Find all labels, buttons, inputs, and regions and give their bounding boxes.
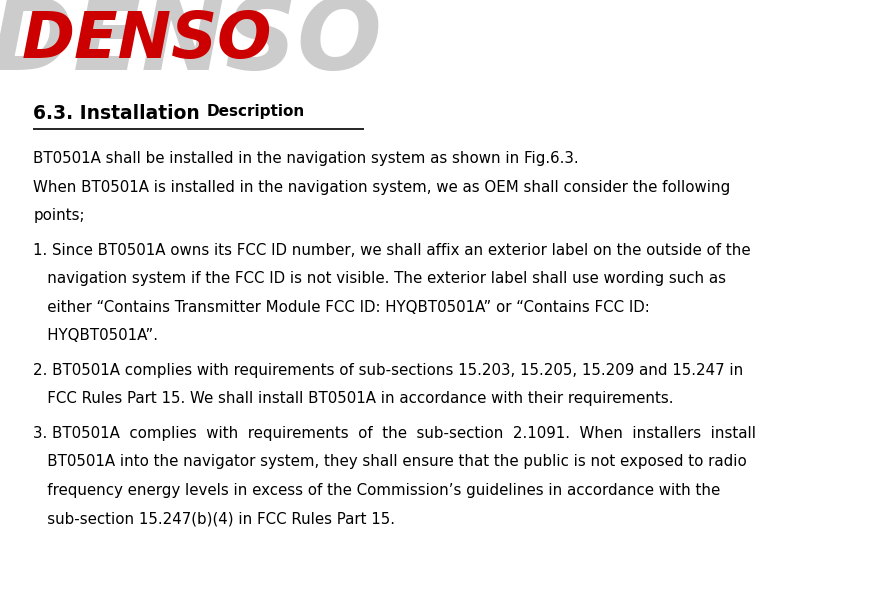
Text: frequency energy levels in excess of the Commission’s guidelines in accordance w: frequency energy levels in excess of the…: [33, 483, 721, 498]
Text: BT0501A into the navigator system, they shall ensure that the public is not expo: BT0501A into the navigator system, they …: [33, 454, 747, 469]
Text: either “Contains Transmitter Module FCC ID: HYQBT0501A” or “Contains FCC ID:: either “Contains Transmitter Module FCC …: [33, 300, 650, 315]
Text: DENSO: DENSO: [0, 0, 383, 91]
Text: FCC Rules Part 15. We shall install BT0501A in accordance with their requirement: FCC Rules Part 15. We shall install BT05…: [33, 391, 674, 406]
Text: When BT0501A is installed in the navigation system, we as OEM shall consider the: When BT0501A is installed in the navigat…: [33, 180, 731, 195]
Text: navigation system if the FCC ID is not visible. The exterior label shall use wor: navigation system if the FCC ID is not v…: [33, 271, 726, 286]
Text: sub-section 15.247(b)(4) in FCC Rules Part 15.: sub-section 15.247(b)(4) in FCC Rules Pa…: [33, 511, 395, 526]
Text: HYQBT0501A”.: HYQBT0501A”.: [33, 328, 159, 343]
Text: points;: points;: [33, 208, 85, 223]
Text: Description: Description: [207, 104, 305, 119]
Text: 2. BT0501A complies with requirements of sub-sections 15.203, 15.205, 15.209 and: 2. BT0501A complies with requirements of…: [33, 363, 744, 378]
Text: DENSO: DENSO: [22, 9, 272, 71]
Text: 1. Since BT0501A owns its FCC ID number, we shall affix an exterior label on the: 1. Since BT0501A owns its FCC ID number,…: [33, 243, 751, 258]
Text: 3. BT0501A  complies  with  requirements  of  the  sub-section  2.1091.  When  i: 3. BT0501A complies with requirements of…: [33, 426, 756, 441]
Text: BT0501A shall be installed in the navigation system as shown in Fig.6.3.: BT0501A shall be installed in the naviga…: [33, 151, 579, 166]
Text: 6.3. Installation: 6.3. Installation: [33, 104, 207, 123]
